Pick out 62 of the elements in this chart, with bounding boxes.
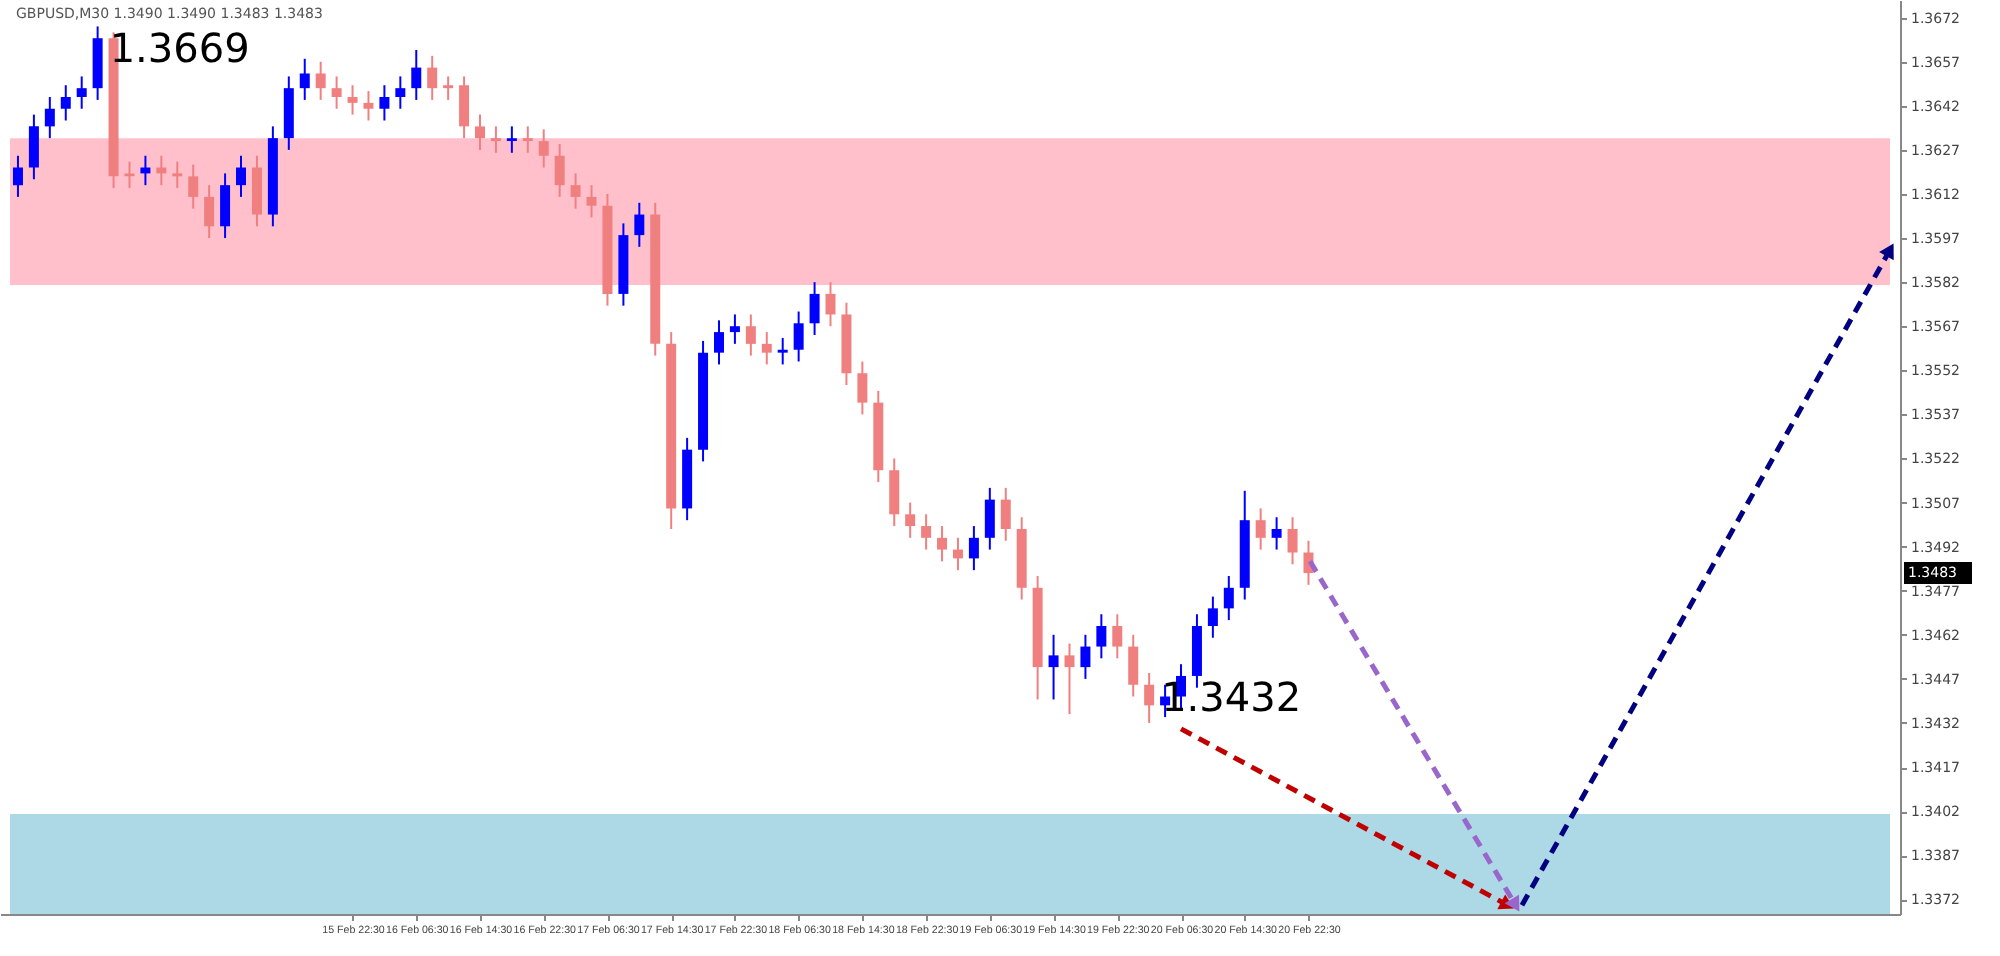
candlestick [251, 154, 262, 228]
candlestick [427, 54, 438, 101]
candlestick [60, 84, 71, 122]
candlestick [889, 457, 900, 528]
candlestick [490, 125, 501, 154]
candlestick [522, 125, 533, 154]
candlestick [1000, 486, 1011, 542]
candlestick [1207, 595, 1218, 639]
candlestick [443, 75, 454, 101]
candlestick [1271, 516, 1282, 551]
candlestick [315, 60, 326, 101]
candlestick [952, 536, 963, 572]
candlestick [1080, 633, 1091, 680]
candlestick [793, 310, 804, 363]
candlestick [905, 501, 916, 539]
candlestick [1255, 507, 1266, 551]
candlestick [745, 313, 756, 357]
candlestick [76, 75, 87, 110]
candlestick [1096, 613, 1107, 660]
candlestick [395, 75, 406, 110]
candlestick [1064, 642, 1075, 716]
candlestick [1144, 672, 1155, 724]
candlestick [475, 113, 485, 151]
candlestick [570, 172, 581, 210]
candlestick [331, 75, 342, 110]
candlestick [554, 143, 565, 198]
candlestick [825, 281, 836, 328]
candlestick [188, 163, 199, 210]
candlestick [761, 331, 772, 366]
candlestick [12, 154, 23, 198]
candlestick [713, 319, 724, 366]
candlestick [921, 513, 932, 551]
candlestick [937, 525, 948, 563]
candlestick [1128, 633, 1139, 698]
candlestick [379, 84, 390, 122]
candlestick [411, 48, 422, 101]
candlestick [777, 336, 788, 366]
candlestick [28, 113, 39, 181]
candlestick [204, 184, 215, 240]
candlestick [538, 128, 549, 169]
candlestick [1112, 613, 1123, 660]
candlestick [1048, 633, 1059, 701]
candlestick [984, 486, 995, 551]
candlestick [347, 84, 358, 116]
candlestick [299, 57, 310, 101]
candlestick [1287, 516, 1298, 566]
candlestick [968, 525, 979, 572]
candlestick [729, 313, 740, 345]
candlestick [220, 172, 231, 240]
candlestick [1223, 575, 1234, 622]
candlestick [634, 201, 645, 248]
candlestick [363, 90, 374, 122]
candlestick [172, 160, 183, 190]
candlestick [44, 95, 55, 140]
candlestick [459, 75, 470, 140]
candlestick [236, 154, 247, 198]
candlestick [586, 184, 597, 219]
candlestick [506, 125, 517, 154]
candlestick [857, 360, 868, 416]
candlestick [124, 160, 135, 190]
candlestick [809, 281, 820, 337]
annotation: 1.3669 [109, 24, 250, 73]
